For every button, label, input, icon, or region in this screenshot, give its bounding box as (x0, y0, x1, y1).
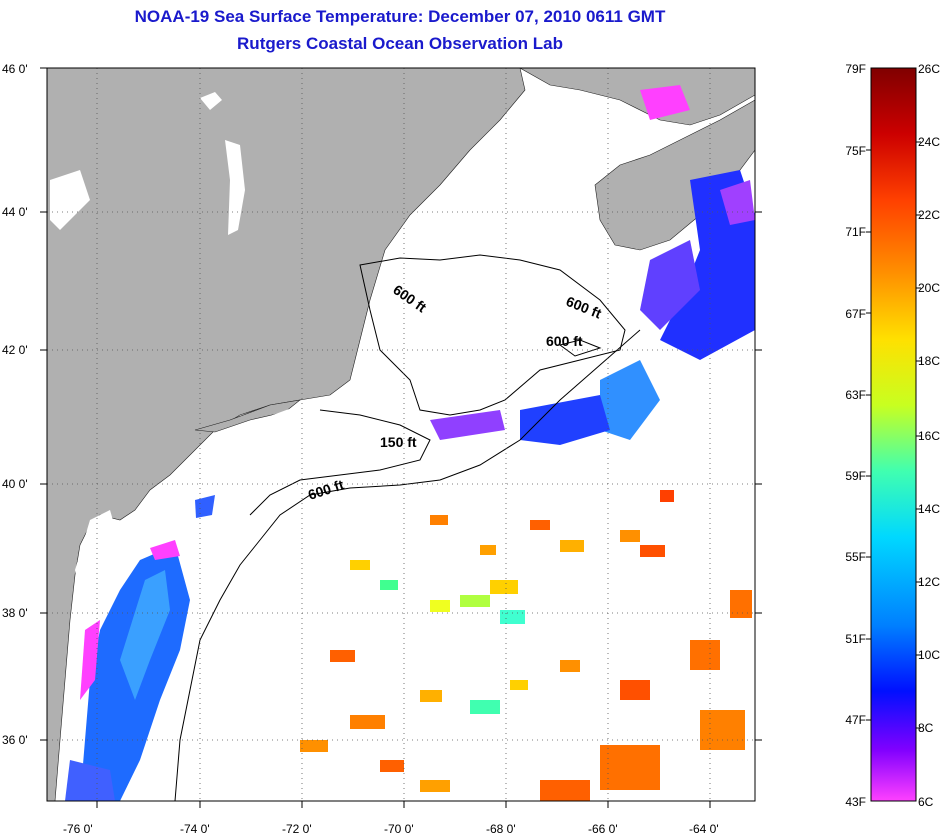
contour-150-ft (249, 409, 431, 516)
lon-label-74: -74 0' (180, 822, 210, 836)
cb-f-47: 47F (845, 713, 866, 727)
cb-c-10: 10C (918, 648, 941, 662)
lat-label-42: 42 0' (2, 343, 28, 357)
lon-label-72: -72 0' (282, 822, 312, 836)
lon-label-76: -76 0' (63, 822, 93, 836)
frame-ticks (40, 67, 762, 808)
cb-f-67: 67F (845, 307, 866, 321)
lon-label-68: -68 0' (486, 822, 516, 836)
map-title: NOAA-19 Sea Surface Temperature: Decembe… (134, 7, 666, 26)
lat-label-40: 40 0' (2, 477, 28, 491)
cb-c-24: 24C (918, 135, 941, 149)
colorbar (870, 67, 917, 802)
lat-label-36: 36 0' (2, 733, 28, 747)
contour-lines (174, 254, 641, 802)
cb-c-16: 16C (918, 429, 941, 443)
cb-c-18: 18C (918, 354, 941, 368)
cb-c-26: 26C (918, 62, 941, 76)
cb-f-55: 55F (845, 550, 866, 564)
lon-label-70: -70 0' (384, 822, 414, 836)
cb-c-12: 12C (918, 575, 941, 589)
cb-c-6: 6C (918, 795, 934, 809)
cb-f-63: 63F (845, 388, 866, 402)
land-layer (46, 67, 756, 802)
colorbar-ticks (866, 141, 921, 729)
contour-label: 150 ft (380, 434, 417, 450)
cb-c-22: 22C (918, 208, 941, 222)
cb-f-71: 71F (845, 225, 866, 239)
inland-water (50, 92, 320, 600)
lat-label-38: 38 0' (2, 606, 28, 620)
cb-c-8: 8C (918, 721, 934, 735)
cb-f-51: 51F (845, 632, 866, 646)
cb-f-75: 75F (845, 144, 866, 158)
cb-c-14: 14C (918, 502, 941, 516)
lon-label-64: -64 0' (689, 822, 719, 836)
contour-600-shelf (558, 339, 602, 357)
cb-f-59: 59F (845, 469, 866, 483)
map-frame (46, 67, 756, 802)
long-island (194, 399, 302, 433)
cb-f-43: 43F (845, 795, 866, 809)
map-subtitle: Rutgers Coastal Ocean Observation Lab (237, 34, 563, 53)
contour-600-gulf-maine (359, 254, 626, 416)
contour-label: 600 ft (546, 333, 583, 349)
lat-label-44: 44 0' (2, 205, 28, 219)
lat-label-46: 46 0' (2, 62, 28, 76)
lon-label-66: -66 0' (588, 822, 618, 836)
cb-f-79: 79F (845, 62, 866, 76)
contour-shelf-break (174, 329, 641, 802)
sst-pixels (65, 85, 755, 801)
cb-c-20: 20C (918, 281, 941, 295)
graticule (47, 68, 755, 801)
